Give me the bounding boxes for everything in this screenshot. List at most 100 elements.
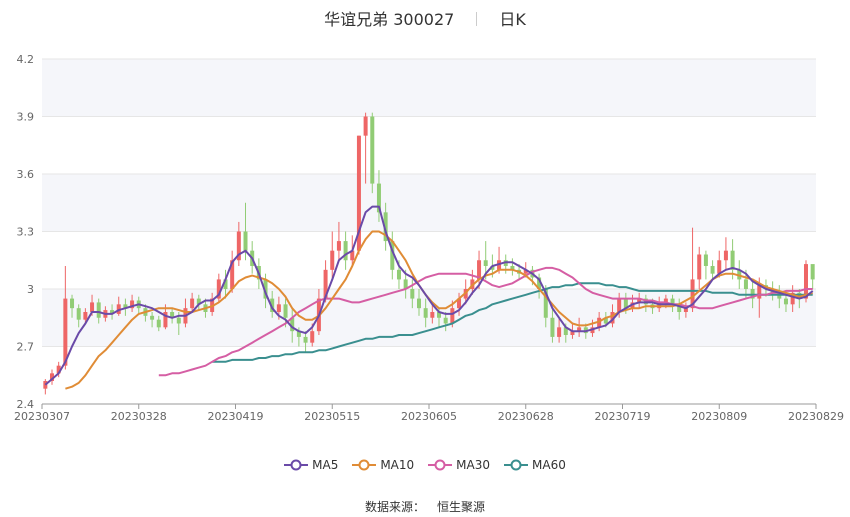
candle-body bbox=[663, 298, 668, 303]
candle[interactable] bbox=[430, 304, 435, 324]
candle[interactable] bbox=[690, 227, 695, 312]
candle[interactable] bbox=[130, 294, 135, 312]
candle[interactable] bbox=[557, 317, 562, 343]
candle[interactable] bbox=[356, 135, 361, 255]
x-tick-label: 20230605 bbox=[401, 410, 457, 423]
candle[interactable] bbox=[750, 279, 755, 309]
candle[interactable] bbox=[363, 112, 368, 184]
legend-ma10-marker bbox=[352, 459, 377, 471]
chart-title: 华谊兄弟 300027 日K bbox=[0, 6, 850, 30]
candle-body bbox=[510, 266, 515, 270]
candle[interactable] bbox=[150, 312, 155, 328]
candle-body bbox=[150, 315, 155, 320]
candle-body bbox=[290, 317, 295, 332]
candle[interactable] bbox=[156, 315, 161, 332]
candle-body bbox=[437, 312, 442, 318]
ma60-line bbox=[212, 282, 813, 363]
candle[interactable] bbox=[230, 250, 235, 293]
candle[interactable] bbox=[290, 308, 295, 343]
candle[interactable] bbox=[63, 266, 68, 370]
candle-body bbox=[670, 298, 675, 305]
candle[interactable] bbox=[810, 264, 815, 289]
candle[interactable] bbox=[550, 308, 555, 343]
candle[interactable] bbox=[710, 260, 715, 280]
candle-body bbox=[790, 292, 795, 305]
candle[interactable] bbox=[76, 304, 81, 328]
candle-body bbox=[156, 319, 161, 328]
candle-body bbox=[730, 250, 735, 270]
candle[interactable] bbox=[577, 317, 582, 337]
candle[interactable] bbox=[330, 231, 335, 280]
candle[interactable] bbox=[376, 170, 381, 222]
candle[interactable] bbox=[83, 308, 88, 324]
candle-body bbox=[577, 327, 582, 332]
candle-body bbox=[370, 116, 375, 184]
legend-ma5-label: MA5 bbox=[312, 458, 339, 472]
candle-body bbox=[276, 304, 281, 312]
candle-body bbox=[757, 285, 762, 299]
candle[interactable] bbox=[416, 289, 421, 316]
grid-band bbox=[42, 59, 816, 117]
candle-body bbox=[123, 304, 128, 309]
candle[interactable] bbox=[303, 331, 308, 353]
ma30-line bbox=[158, 266, 813, 377]
candle[interactable] bbox=[270, 290, 275, 318]
candle[interactable] bbox=[43, 379, 48, 395]
y-tick-label: 2.7 bbox=[17, 341, 35, 354]
candle[interactable] bbox=[537, 273, 542, 299]
candle-body bbox=[450, 308, 455, 324]
candle[interactable] bbox=[723, 237, 728, 270]
candle[interactable] bbox=[70, 294, 75, 318]
period-label: 日K bbox=[499, 10, 526, 29]
candle[interactable] bbox=[50, 369, 55, 385]
candle[interactable] bbox=[190, 292, 195, 312]
candle[interactable] bbox=[336, 221, 341, 261]
candle-body bbox=[477, 260, 482, 280]
source-value: 恒生聚源 bbox=[437, 500, 486, 514]
candle-body bbox=[610, 312, 615, 324]
candle[interactable] bbox=[170, 308, 175, 324]
candle[interactable] bbox=[370, 112, 375, 194]
candle-body bbox=[523, 269, 528, 274]
chart-legend: MA5 MA10 MA30 MA60 bbox=[0, 458, 850, 472]
candle[interactable] bbox=[683, 302, 688, 318]
candle-body bbox=[677, 304, 682, 312]
candle[interactable] bbox=[216, 273, 221, 303]
candle-body bbox=[623, 298, 628, 309]
candle[interactable] bbox=[343, 231, 348, 270]
candle[interactable] bbox=[223, 269, 228, 299]
candle-body bbox=[196, 298, 201, 305]
candle-body bbox=[236, 231, 241, 261]
candle[interactable] bbox=[703, 250, 708, 280]
candle-body bbox=[617, 298, 622, 312]
candle[interactable] bbox=[383, 202, 388, 251]
candle[interactable] bbox=[423, 298, 428, 328]
candle-body bbox=[303, 336, 308, 343]
candle[interactable] bbox=[637, 292, 642, 309]
candle[interactable] bbox=[390, 231, 395, 280]
candle[interactable] bbox=[790, 285, 795, 312]
candle[interactable] bbox=[236, 221, 241, 266]
candle-body bbox=[457, 298, 462, 309]
candle[interactable] bbox=[617, 292, 622, 318]
candle[interactable] bbox=[697, 246, 702, 289]
candle-body bbox=[63, 298, 68, 366]
legend-ma5[interactable]: MA5 bbox=[284, 458, 338, 472]
candle[interactable] bbox=[510, 258, 515, 276]
candle[interactable] bbox=[677, 298, 682, 320]
candle-body bbox=[717, 260, 722, 274]
legend-ma30[interactable]: MA30 bbox=[428, 458, 490, 472]
candle[interactable] bbox=[110, 304, 115, 320]
legend-ma10[interactable]: MA10 bbox=[352, 458, 414, 472]
candle[interactable] bbox=[443, 312, 448, 332]
y-axis: 2.4 2.7 3 3.3 3.6 3.9 4.2 bbox=[17, 53, 35, 411]
candle[interactable] bbox=[196, 294, 201, 311]
candle-body bbox=[163, 312, 168, 328]
candle[interactable] bbox=[457, 292, 462, 316]
candle[interactable] bbox=[477, 250, 482, 289]
legend-ma60[interactable]: MA60 bbox=[504, 458, 566, 472]
legend-ma60-marker bbox=[504, 459, 529, 471]
candle-body bbox=[216, 279, 221, 299]
candle-body bbox=[223, 279, 228, 289]
ma10-line bbox=[65, 230, 813, 390]
